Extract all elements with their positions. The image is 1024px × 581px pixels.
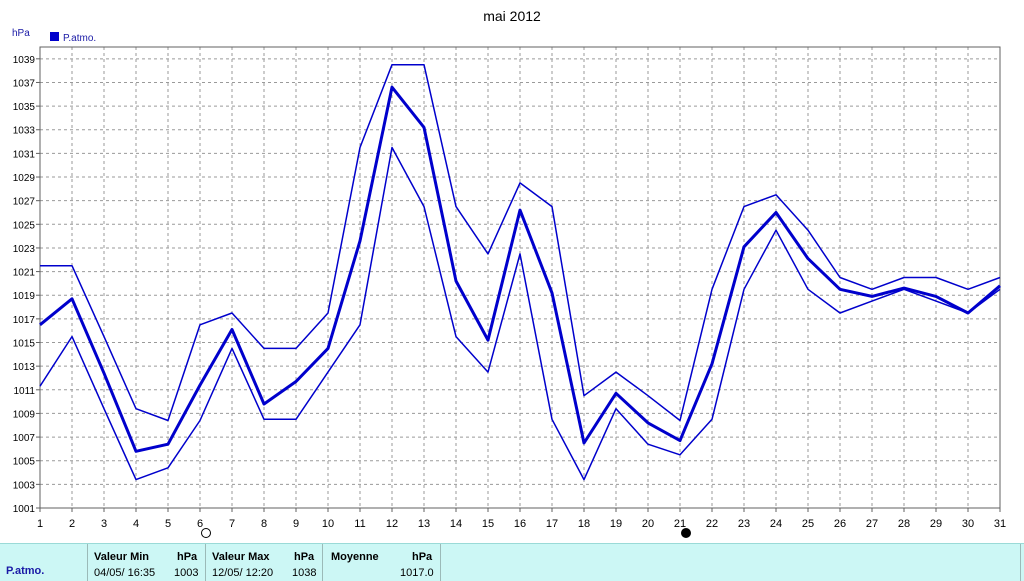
x-tick-label: 25 — [802, 518, 814, 530]
series-line-min — [39, 146, 1001, 481]
x-tick-label: 10 — [322, 518, 334, 530]
stats-avg-header: Moyenne — [331, 551, 379, 563]
stats-avg-unit: hPa — [412, 551, 433, 563]
new-moon-icon — [201, 528, 211, 538]
x-tick-label: 1 — [37, 518, 43, 530]
x-tick-label: 26 — [834, 518, 846, 530]
pressure-chart: mai 2012 hPa P.atmo. 1001100310051007100… — [12, 8, 1006, 538]
y-tick-label: 1003 — [13, 480, 36, 491]
x-tick-label: 2 — [69, 518, 75, 530]
x-tick-label: 13 — [418, 518, 430, 530]
x-tick-label: 6 — [197, 518, 203, 530]
stats-divider — [87, 544, 88, 581]
x-axis-ticks: 1 2 3 4 5 6 7 8 9 10 11 12 13 14 15 16 17 18 19 20 21 22 23 24 2… — [37, 508, 1006, 530]
y-tick-label: 1009 — [13, 409, 36, 420]
y-tick-label: 1033 — [13, 126, 36, 137]
stats-divider — [205, 544, 206, 581]
x-tick-label: 23 — [738, 518, 750, 530]
stats-min-date: 04/05/ 16:35 — [94, 567, 156, 579]
y-tick-label: 1039 — [13, 55, 36, 66]
stats-divider — [1020, 544, 1021, 581]
stats-min-header: Valeur Min — [94, 551, 150, 563]
y-axis-unit: hPa — [12, 28, 30, 39]
stats-max-date: 12/05/ 12:20 — [212, 567, 274, 579]
stats-divider — [440, 544, 441, 581]
x-tick-label: 27 — [866, 518, 878, 530]
x-tick-label: 15 — [482, 518, 494, 530]
chart-title: mai 2012 — [483, 8, 541, 24]
y-axis-ticks: 1001 1003 1005 1007 1009 1011 1013 1015 1017 1019… — [13, 55, 40, 515]
x-tick-label: 20 — [642, 518, 654, 530]
y-tick-label: 1027 — [13, 197, 36, 208]
x-tick-label: 14 — [450, 518, 462, 530]
stats-panel: P.atmo. Valeur Min hPa 04/05/ 16:35 1003… — [0, 543, 1024, 581]
x-tick-label: 11 — [354, 518, 365, 530]
x-tick-label: 22 — [706, 518, 718, 530]
x-tick-label: 5 — [165, 518, 171, 530]
stats-max-header: Valeur Max — [212, 551, 270, 563]
stats-avg-value: 1017.0 — [400, 567, 434, 579]
y-tick-label: 1023 — [13, 244, 36, 255]
x-tick-label: 8 — [261, 518, 267, 530]
y-tick-label: 1001 — [13, 504, 36, 515]
y-tick-label: 1019 — [13, 291, 36, 302]
x-tick-label: 7 — [229, 518, 235, 530]
x-tick-label: 3 — [101, 518, 107, 530]
y-tick-label: 1037 — [13, 78, 36, 89]
full-moon-icon — [681, 528, 691, 538]
y-tick-label: 1007 — [13, 433, 36, 444]
x-tick-label: 17 — [546, 518, 558, 530]
stats-divider — [322, 544, 323, 581]
x-tick-label: 31 — [994, 518, 1006, 530]
y-tick-label: 1013 — [13, 362, 36, 373]
y-tick-label: 1005 — [13, 457, 36, 468]
x-tick-label: 9 — [293, 518, 299, 530]
y-tick-label: 1021 — [13, 268, 36, 279]
x-tick-label: 28 — [898, 518, 910, 530]
x-tick-label: 29 — [930, 518, 942, 530]
y-tick-label: 1015 — [13, 339, 36, 350]
legend-swatch — [50, 32, 59, 41]
grid-lines — [40, 47, 1000, 508]
stats-min-value: 1003 — [174, 567, 199, 579]
y-tick-label: 1031 — [13, 149, 36, 160]
legend-label: P.atmo. — [63, 33, 96, 44]
series-line-mean — [39, 85, 1001, 453]
x-tick-label: 30 — [962, 518, 974, 530]
x-tick-label: 18 — [578, 518, 590, 530]
y-tick-label: 1035 — [13, 102, 36, 113]
stats-max-unit: hPa — [294, 551, 315, 563]
x-tick-label: 4 — [133, 518, 139, 530]
moon-markers — [201, 528, 691, 538]
y-tick-label: 1029 — [13, 173, 36, 184]
stats-max-value: 1038 — [292, 567, 317, 579]
x-tick-label: 19 — [610, 518, 622, 530]
x-tick-label: 12 — [386, 518, 398, 530]
y-tick-label: 1017 — [13, 315, 36, 326]
stats-series-label: P.atmo. — [6, 565, 45, 577]
x-tick-label: 24 — [770, 518, 782, 530]
stats-min-unit: hPa — [177, 551, 198, 563]
series-line-max — [40, 63, 1001, 422]
series-lines — [39, 63, 1001, 481]
x-tick-label: 16 — [514, 518, 526, 530]
y-tick-label: 1025 — [13, 220, 36, 231]
y-tick-label: 1011 — [13, 386, 35, 397]
x-tick-label: 21 — [674, 518, 686, 530]
